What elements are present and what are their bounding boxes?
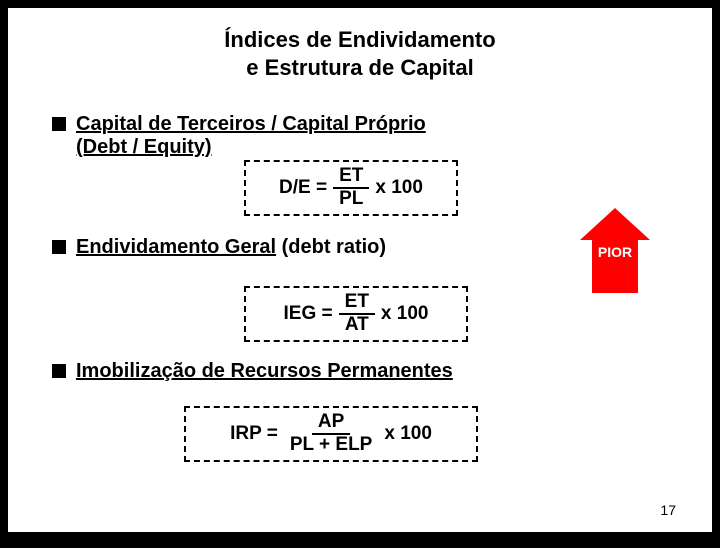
bullet-2-heading: Endividamento Geral	[76, 236, 276, 258]
slide-title: Índices de Endividamento e Estrutura de …	[8, 8, 712, 81]
title-line2: e Estrutura de Capital	[246, 55, 473, 80]
formula-2-den: AT	[339, 315, 375, 336]
bullet-3: Imobilização de Recursos Permanentes	[52, 360, 453, 383]
bullet-1-text: Capital de Terceiros / Capital Próprio (…	[76, 113, 426, 159]
bullet-square-icon	[52, 364, 66, 378]
formula-2-box: IEG = ET AT x 100	[244, 286, 468, 342]
bullet-3-text: Imobilização de Recursos Permanentes	[76, 360, 453, 383]
arrow-pior: PIOR	[580, 208, 650, 293]
bullet-1: Capital de Terceiros / Capital Próprio (…	[52, 113, 426, 159]
slide: Índices de Endividamento e Estrutura de …	[8, 8, 712, 532]
formula-1-den: PL	[333, 189, 369, 210]
formula-3-den: PL + ELP	[284, 435, 379, 456]
formula-1-mult: x 100	[375, 177, 423, 199]
bullet-2: Endividamento Geral (debt ratio)	[52, 236, 386, 259]
bullet-square-icon	[52, 117, 66, 131]
formula-2-lhs: IEG =	[284, 303, 333, 325]
formula-3-num: AP	[312, 412, 350, 435]
bullet-1-sub: (Debt / Equity)	[76, 136, 212, 158]
formula-3-box: IRP = AP PL + ELP x 100	[184, 406, 478, 462]
formula-1-num: ET	[333, 166, 369, 189]
bullet-square-icon	[52, 240, 66, 254]
formula-2-num: ET	[339, 292, 375, 315]
formula-2-mult: x 100	[381, 303, 429, 325]
formula-3-mult: x 100	[384, 423, 432, 445]
formula-1-fraction: ET PL	[333, 166, 369, 210]
formula-3-lhs: IRP =	[230, 423, 278, 445]
bullet-2-sub: (debt ratio)	[282, 236, 386, 258]
title-line1: Índices de Endividamento	[224, 27, 495, 52]
bullet-3-heading: Imobilização de Recursos Permanentes	[76, 360, 453, 382]
formula-1-box: D/E = ET PL x 100	[244, 160, 458, 216]
formula-1-lhs: D/E =	[279, 177, 327, 199]
formula-3-fraction: AP PL + ELP	[284, 412, 379, 456]
page-number: 17	[660, 502, 676, 518]
formula-2-fraction: ET AT	[339, 292, 375, 336]
arrow-head-icon	[580, 208, 650, 240]
bullet-1-heading: Capital de Terceiros / Capital Próprio	[76, 113, 426, 135]
arrow-label: PIOR	[580, 244, 650, 260]
bullet-2-text: Endividamento Geral (debt ratio)	[76, 236, 386, 259]
